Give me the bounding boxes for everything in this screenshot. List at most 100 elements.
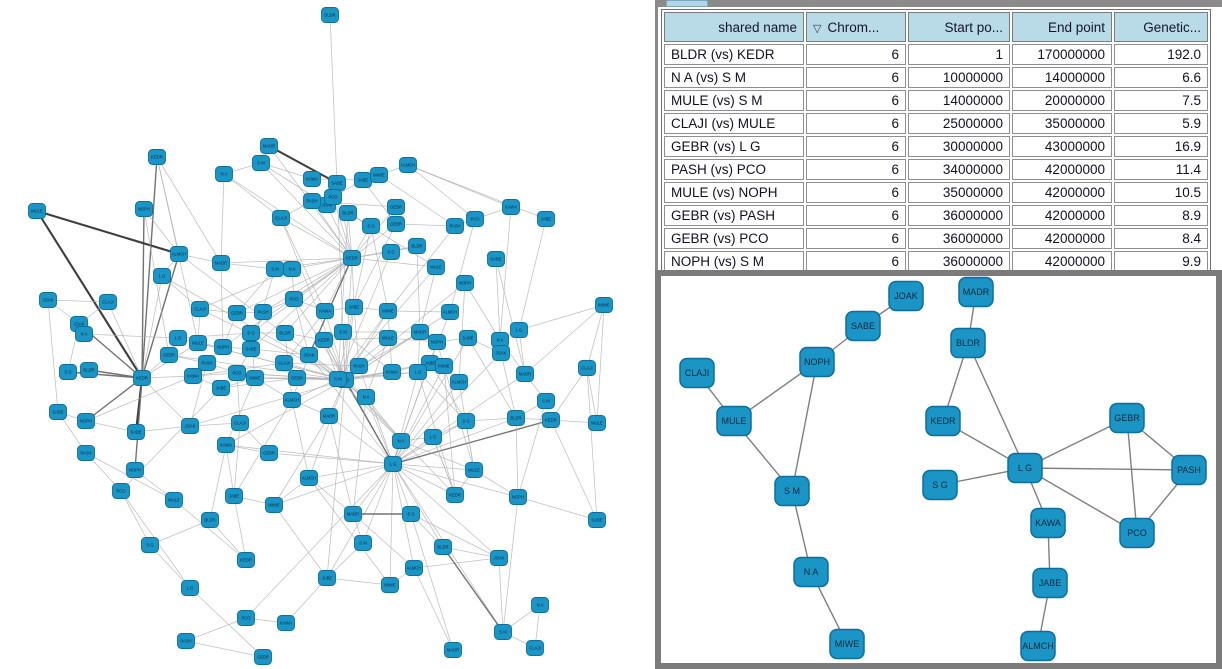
left-network-node[interactable]: ALMCH — [450, 374, 468, 390]
left-network-node[interactable]: MULE — [588, 415, 606, 431]
table-row[interactable]: NOPH (vs) S M 6 36000000 42000000 9.9 — [664, 251, 1208, 272]
left-network-node[interactable]: PASH — [77, 445, 95, 461]
left-network-node[interactable]: BLDR — [276, 325, 294, 341]
left-network-node[interactable]: MIWE — [381, 577, 399, 593]
table-cell[interactable]: GEBR (vs) PCO — [664, 228, 804, 249]
left-network-node[interactable]: JABE — [345, 299, 363, 315]
left-network-node[interactable]: MIWE — [435, 358, 453, 374]
table-row[interactable]: BLDR (vs) KEDR 6 1 170000000 192.0 — [664, 44, 1208, 65]
left-network-node[interactable]: KAWA — [316, 303, 334, 319]
left-network-node[interactable]: SABE — [49, 404, 67, 420]
table-cell[interactable]: BLDR (vs) KEDR — [664, 44, 804, 65]
table-cell[interactable]: 36000000 — [908, 228, 1010, 249]
network-node-pash[interactable]: PASH — [1171, 454, 1207, 486]
left-network-node[interactable]: L G — [409, 364, 427, 380]
left-network-node[interactable]: NOPH — [77, 413, 95, 429]
left-network-node[interactable]: MIWE — [370, 167, 388, 183]
table-row[interactable]: GEBR (vs) PCO 6 36000000 42000000 8.4 — [664, 228, 1208, 249]
left-network-node[interactable]: PASH — [254, 304, 272, 320]
left-network-node[interactable]: ALMCH — [441, 304, 459, 320]
left-network-node[interactable]: PASH — [350, 358, 368, 374]
left-network-node[interactable]: GEBR — [254, 649, 272, 665]
left-network-node[interactable]: S M — [252, 155, 270, 171]
table-cell[interactable]: CLAJI (vs) MULE — [664, 113, 804, 134]
network-node-claji[interactable]: CLAJI — [679, 357, 715, 389]
network-node-joak[interactable]: JOAK — [888, 280, 924, 312]
left-network-node[interactable]: KAWA — [303, 171, 321, 187]
left-network-node[interactable]: CLAJI — [272, 210, 290, 226]
network-node-n-a[interactable]: N A — [793, 556, 829, 588]
left-network-node[interactable]: MULE — [379, 330, 397, 346]
column-header-2[interactable]: Start po... — [908, 12, 1010, 42]
table-cell[interactable]: 10000000 — [908, 67, 1010, 88]
left-network-node[interactable]: L G — [510, 322, 528, 338]
left-network-node[interactable]: BLDR — [321, 7, 339, 23]
table-cell[interactable]: 6.6 — [1114, 67, 1208, 88]
left-network-node[interactable]: BLDR — [80, 362, 98, 378]
left-network-node[interactable]: ALMCH — [300, 470, 318, 486]
network-node-l-g[interactable]: L G — [1007, 452, 1043, 484]
left-network-node[interactable]: PCO — [228, 365, 246, 381]
left-network-node[interactable]: NOPH — [428, 334, 446, 350]
left-network-node[interactable]: KAWA — [502, 199, 520, 215]
table-cell[interactable]: 6 — [806, 251, 906, 272]
left-network-node[interactable]: SABE — [127, 424, 145, 440]
left-network-node[interactable]: JABE — [212, 380, 230, 396]
table-cell[interactable]: 6 — [806, 113, 906, 134]
left-network-node[interactable]: S G — [242, 325, 260, 341]
table-cell[interactable]: PASH (vs) PCO — [664, 159, 804, 180]
left-network-node[interactable]: S G — [382, 244, 400, 260]
left-network-node[interactable]: S G — [457, 413, 475, 429]
left-network-node[interactable]: S M — [354, 535, 372, 551]
left-network-node[interactable]: PCO — [324, 189, 342, 205]
panel-tab[interactable] — [666, 0, 708, 7]
left-network-node[interactable]: GEBR — [160, 347, 178, 363]
left-network-node[interactable]: S M — [537, 393, 555, 409]
network-edge[interactable] — [1126, 417, 1138, 534]
left-network-node[interactable]: JOAK — [39, 292, 57, 308]
table-cell[interactable]: 9.9 — [1114, 251, 1208, 272]
table-cell[interactable]: N A (vs) S M — [664, 67, 804, 88]
left-network-node[interactable]: L G — [384, 456, 402, 472]
table-cell[interactable]: 14000000 — [908, 90, 1010, 111]
table-cell[interactable]: 14000000 — [1012, 67, 1112, 88]
left-network-node[interactable]: PCO — [466, 211, 484, 227]
table-cell[interactable]: 6 — [806, 67, 906, 88]
filter-funnel-icon[interactable]: ▽ — [813, 22, 822, 35]
table-row[interactable]: N A (vs) S M 6 10000000 14000000 6.6 — [664, 67, 1208, 88]
table-cell[interactable]: 16.9 — [1114, 136, 1208, 157]
network-node-kawa[interactable]: KAWA — [1030, 507, 1066, 539]
table-row[interactable]: PASH (vs) PCO 6 34000000 42000000 11.4 — [664, 159, 1208, 180]
left-network-node[interactable]: PCO — [237, 610, 255, 626]
left-network-node[interactable]: S G — [362, 218, 380, 234]
network-node-gebr[interactable]: GEBR — [1109, 402, 1145, 434]
left-network-node[interactable]: S G — [59, 364, 77, 380]
left-network-node[interactable]: KEDR — [343, 250, 361, 266]
left-network-node[interactable]: N A — [531, 597, 549, 613]
left-network-node[interactable]: NOPH — [509, 489, 527, 505]
table-cell[interactable]: 34000000 — [908, 159, 1010, 180]
table-cell[interactable]: 35000000 — [908, 182, 1010, 203]
network-node-s-g[interactable]: S G — [922, 469, 958, 501]
left-network-node[interactable]: S M — [266, 261, 284, 277]
table-cell[interactable]: 11.4 — [1114, 159, 1208, 180]
left-network-node[interactable]: JOAK — [490, 550, 508, 566]
column-header-3[interactable]: End point — [1012, 12, 1112, 42]
table-row[interactable]: MULE (vs) NOPH 6 35000000 42000000 10.5 — [664, 182, 1208, 203]
table-row[interactable]: MULE (vs) S M 6 14000000 20000000 7.5 — [664, 90, 1208, 111]
left-network-node[interactable]: S M — [494, 624, 512, 640]
table-cell[interactable]: 8.9 — [1114, 205, 1208, 226]
table-cell[interactable]: 5.9 — [1114, 113, 1208, 134]
left-network-node[interactable]: MADR — [260, 138, 278, 154]
left-network-node[interactable]: MADR — [411, 324, 429, 340]
table-cell[interactable]: GEBR (vs) L G — [664, 136, 804, 157]
left-network-node[interactable]: KEDR — [542, 412, 560, 428]
table-cell[interactable]: 36000000 — [908, 205, 1010, 226]
large-network-canvas[interactable]: BLDR KEDR MULE NOPH SABE JOAK CLAJI GEBR PASH PCO… — [0, 0, 655, 669]
left-network-node[interactable]: ALMCH — [170, 246, 188, 262]
left-network-node[interactable]: SABE — [328, 175, 346, 191]
left-network-node[interactable]: MIWE — [265, 497, 283, 513]
table-cell[interactable]: 6 — [806, 228, 906, 249]
table-cell[interactable]: 42000000 — [1012, 159, 1112, 180]
